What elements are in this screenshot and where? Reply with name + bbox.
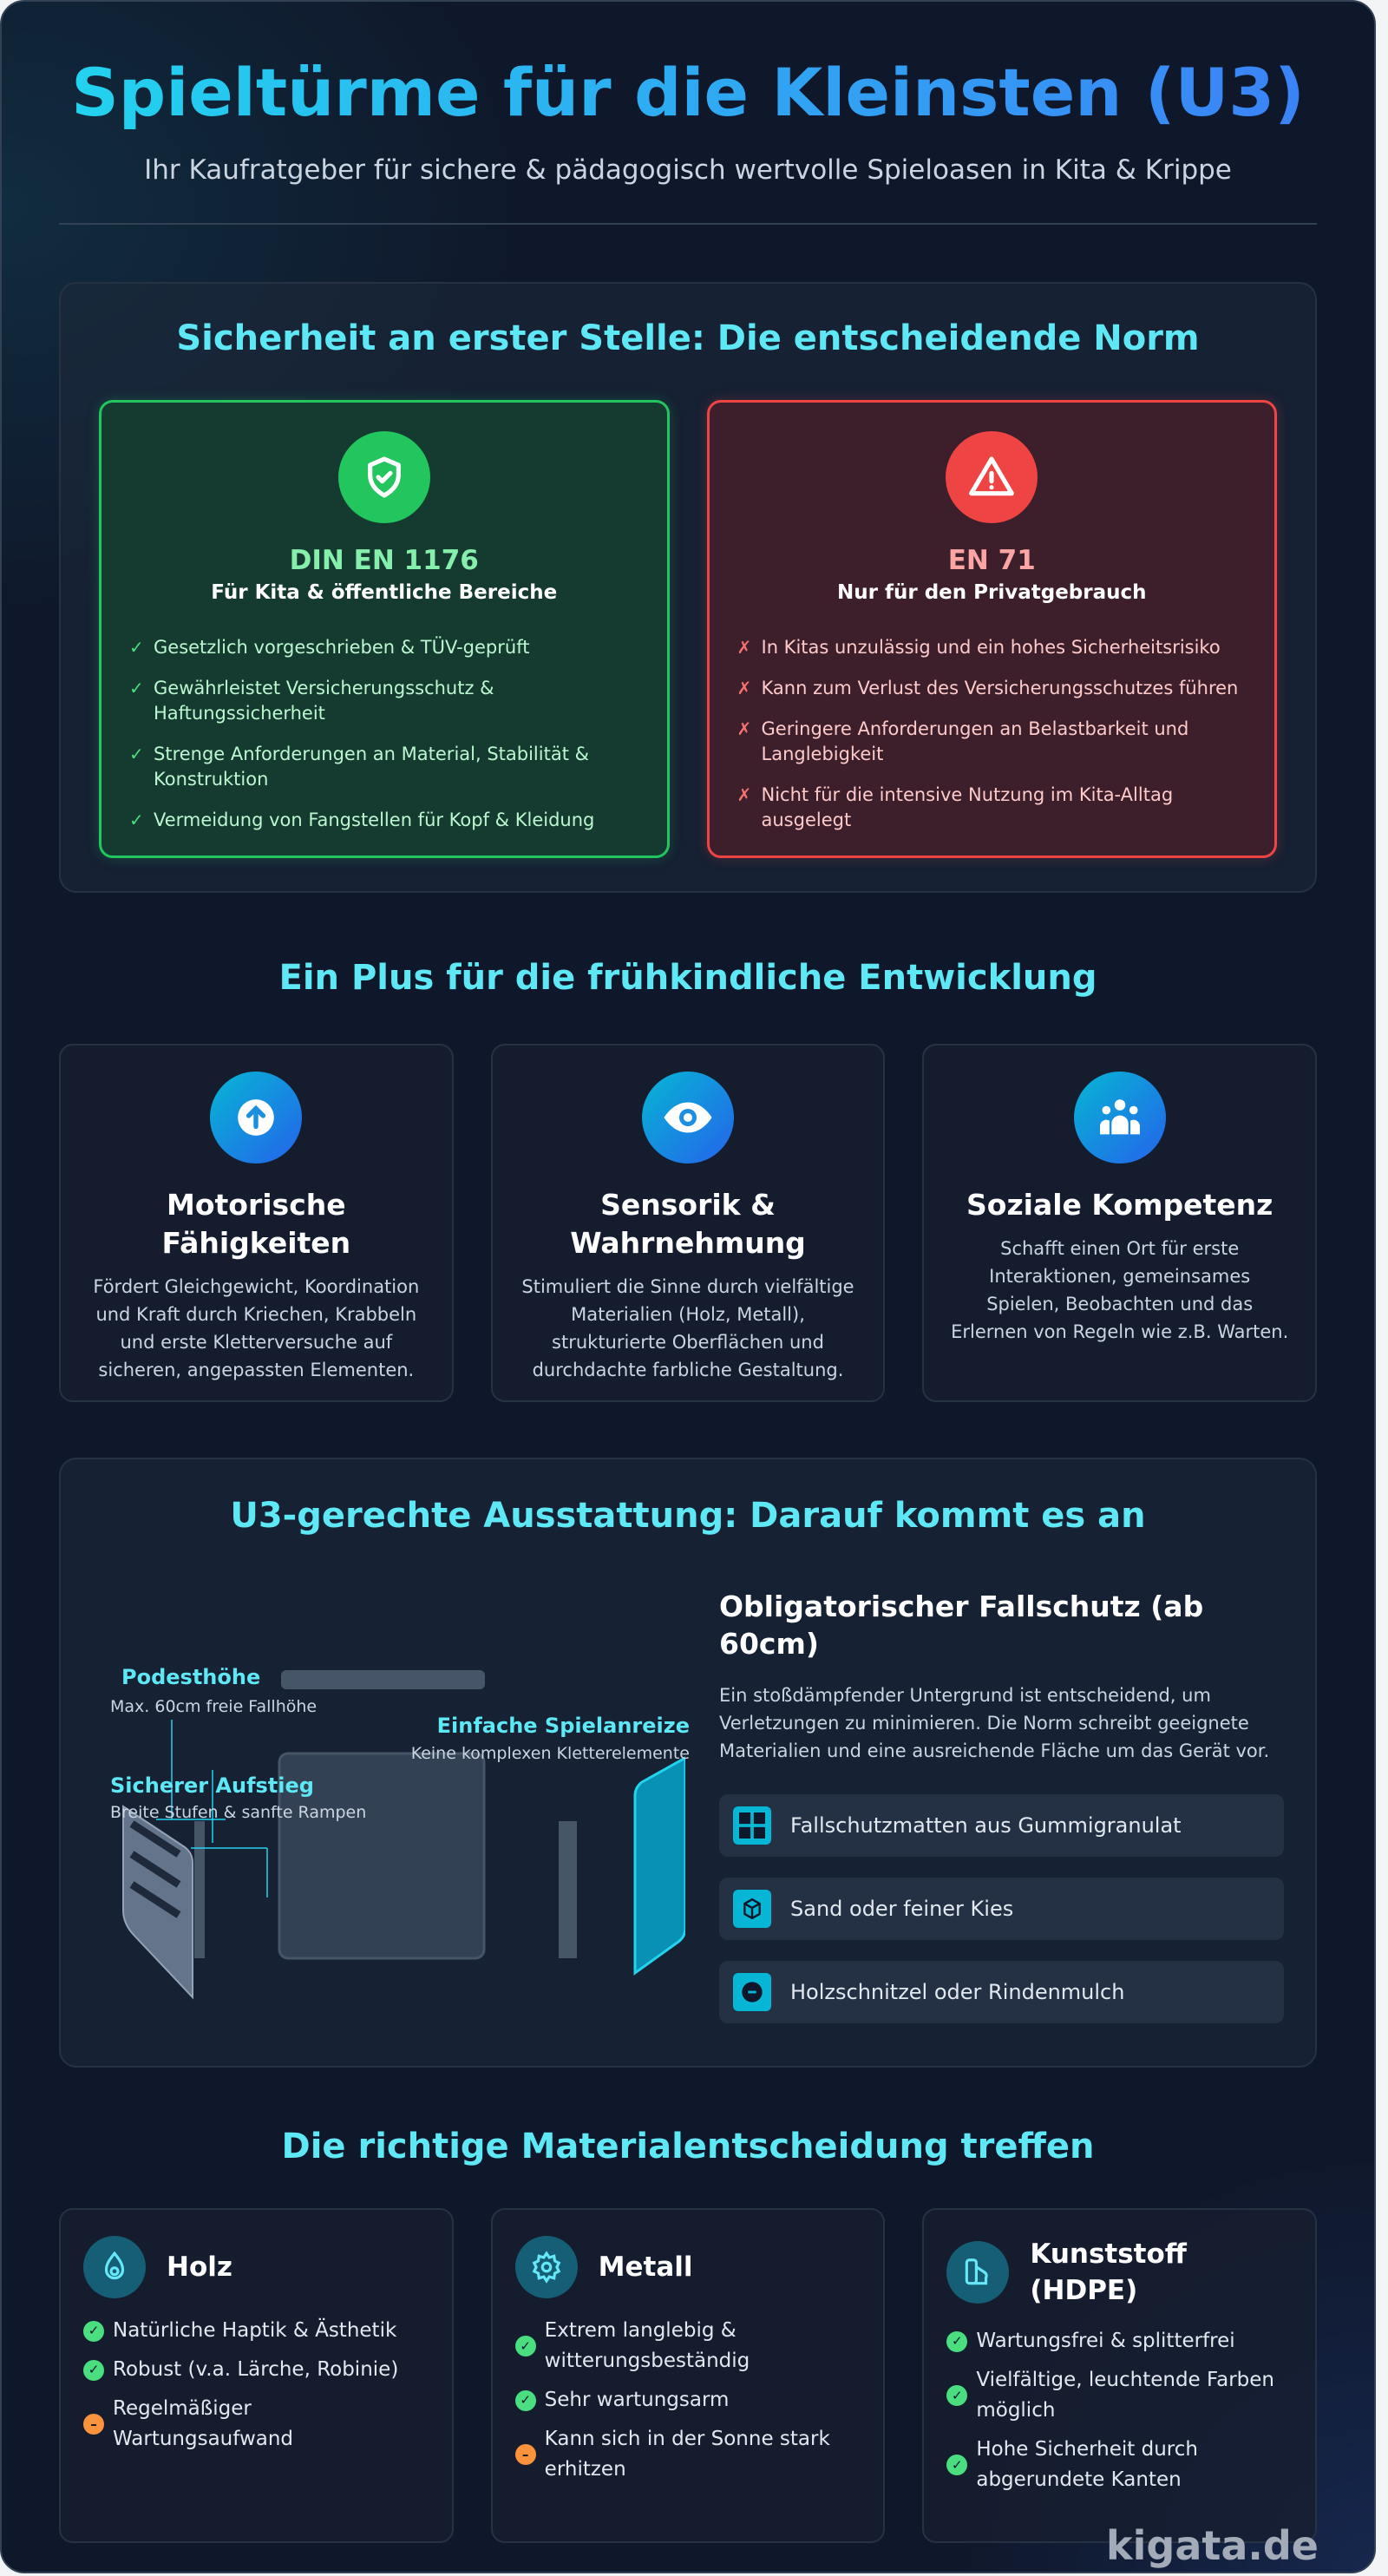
- card-title: Soziale Kompetenz: [966, 1188, 1273, 1222]
- con-item: – Regelmäßiger Wartungsaufwand: [83, 2394, 429, 2455]
- norm-subtitle: Für Kita & öffentliche Bereiche: [211, 581, 558, 604]
- norm-card-din-en-1176: DIN EN 1176 Für Kita & öffentliche Berei…: [99, 400, 670, 858]
- card-title: Metall: [598, 2252, 693, 2283]
- pro-item: ✓ Sehr wartungsarm: [514, 2385, 861, 2415]
- material-cards: Holz ✓ Natürliche Haptik & Ästhetik ✓ Robu…: [59, 2208, 1318, 2543]
- arrow-up-circle-icon: [210, 1072, 303, 1163]
- watermark-logo: kigata.de: [1106, 2522, 1319, 2569]
- cross-icon: ✗: [737, 718, 752, 739]
- check-circle-icon: ✓: [946, 2455, 968, 2475]
- check-circle-icon: ✓: [83, 2320, 104, 2342]
- card-title: Sensorik & Wahrnehmung: [570, 1188, 806, 1260]
- eye-icon: [642, 1072, 734, 1163]
- check-circle-icon: ✓: [514, 2336, 536, 2356]
- main-panel: [278, 1752, 486, 1960]
- platform-height-label: Podesthöhe: [121, 1665, 261, 1689]
- list-item: ✓ Gesetzlich vorgeschrieben & TÜV-geprüft: [129, 635, 639, 660]
- minus-circle-icon: [733, 1973, 771, 2011]
- page-title: Spieltürme für die Kleinsten (U3): [59, 2, 1317, 134]
- platform-height-sub: Max. 60cm freie Fallhöhe: [110, 1697, 318, 1716]
- pro-item: ✓ Robust (v.a. Lärche, Robinie): [83, 2355, 429, 2385]
- card-text: Stimuliert die Sinne durch vielfältige M…: [521, 1276, 854, 1380]
- fall-protection-text: Ein stoßdämpfender Untergrund ist entsch…: [719, 1685, 1270, 1761]
- card-text: Schafft einen Ort für erste Interaktione…: [951, 1238, 1289, 1342]
- platform-bar: [281, 1670, 485, 1689]
- drop-icon: [83, 2236, 146, 2298]
- grid-mat-icon: [733, 1806, 771, 1845]
- minus-circle-icon: –: [514, 2444, 536, 2465]
- check-circle-icon: ✓: [83, 2359, 104, 2381]
- fall-protection-panel: Obligatorischer Fallschutz (ab 60cm) Ein…: [719, 1588, 1284, 2044]
- warning-triangle-icon: [946, 431, 1038, 523]
- gear-icon: [514, 2236, 578, 2298]
- fall-protection-title: Obligatorischer Fallschutz (ab 60cm): [719, 1590, 1204, 1661]
- development-card: Soziale Kompetenz Schafft einen Ort für …: [922, 1044, 1318, 1402]
- material-card-plastic: Kunststoff (HDPE) ✓ Wartungsfrei & splitt…: [922, 2208, 1318, 2543]
- card-title: Motorische Fähigkeiten: [161, 1188, 351, 1260]
- card-title: Kunststoff (HDPE): [1030, 2238, 1187, 2306]
- users-icon: [1073, 1072, 1166, 1163]
- check-icon: ✓: [129, 637, 144, 658]
- check-icon: ✓: [129, 744, 144, 764]
- shapes-icon: [946, 2241, 1010, 2304]
- equipment-heading: U3-gerechte Ausstattung: Darauf kommt es…: [230, 1496, 1146, 1536]
- play-tower-illustration: Podesthöhe Max. 60cm freie Fallhöhe Einf…: [61, 1459, 690, 2067]
- list-item: ✓ Gewährleistet Versicherungsschutz & Haf…: [129, 676, 639, 726]
- material-card-metal: Metall ✓ Extrem langlebig & witterungsbes…: [490, 2208, 886, 2543]
- norm-subtitle: Nur für den Privatgebrauch: [836, 581, 1147, 604]
- check-circle-icon: ✓: [946, 2385, 968, 2406]
- materials-heading: Die richtige Materialentscheidung treffe…: [281, 2127, 1095, 2166]
- pro-item: ✓ Wartungsfrei & splitterfrei: [946, 2326, 1293, 2356]
- minus-circle-icon: –: [83, 2414, 104, 2435]
- list-item: ✗ Kann zum Verlust des Versicherungsschut…: [737, 676, 1247, 701]
- check-circle-icon: ✓: [514, 2389, 536, 2411]
- material-card-wood: Holz ✓ Natürliche Haptik & Ästhetik ✓ Robu…: [59, 2208, 454, 2543]
- cube-icon: [733, 1890, 771, 1928]
- play-stimuli-label: Einfache Spielanreize: [436, 1714, 690, 1738]
- list-item: ✗ Geringere Anforderungen an Belastbarkei…: [737, 717, 1247, 767]
- con-item: – Kann sich in der Sonne stark erhitzen: [514, 2424, 861, 2485]
- surface-option: Holzschnitzel oder Rindenmulch: [719, 1961, 1284, 2023]
- surface-option: Sand oder feiner Kies: [719, 1878, 1284, 1940]
- pro-item: ✓ Natürliche Haptik & Ästhetik: [83, 2316, 429, 2346]
- list-item: ✓ Vermeidung von Fangstellen für Kopf & K…: [129, 808, 639, 833]
- card-title: Holz: [167, 2252, 232, 2283]
- check-icon: ✓: [129, 810, 144, 830]
- cross-icon: ✗: [737, 784, 752, 805]
- safety-section: Sicherheit an erster Stelle: Die entsche…: [59, 282, 1317, 893]
- post: [194, 1821, 205, 1958]
- play-stimuli-sub: Keine komplexen Kletterelemente: [410, 1744, 690, 1763]
- cross-icon: ✗: [737, 637, 752, 658]
- development-card: Sensorik & Wahrnehmung Stimuliert die Si…: [490, 1044, 886, 1402]
- post: [559, 1821, 577, 1958]
- norm-title: DIN EN 1176: [289, 545, 479, 576]
- list-item: ✗ Nicht für die intensive Nutzung im Kita…: [737, 783, 1247, 833]
- safe-ascent-sub: Breite Stufen & sanfte Rampen: [110, 1803, 367, 1822]
- card-text: Fördert Gleichgewicht, Koordination und …: [93, 1276, 420, 1380]
- pro-item: ✓ Vielfältige, leuchtende Farben möglich: [946, 2365, 1293, 2426]
- shield-check-icon: [337, 431, 430, 523]
- safety-heading: Sicherheit an erster Stelle: Die entsche…: [176, 318, 1200, 358]
- pro-item: ✓ Extrem langlebig & witterungsbeständig: [514, 2316, 861, 2376]
- list-item: ✗ In Kitas unzulässig und ein hohes Siche…: [737, 635, 1247, 660]
- page-subtitle: Ihr Kaufratgeber für sichere & pädagogis…: [144, 154, 1232, 186]
- slide-panel: [633, 1756, 685, 1976]
- development-card: Motorische Fähigkeiten Fördert Gleichgew…: [59, 1044, 454, 1402]
- development-cards: Motorische Fähigkeiten Fördert Gleichgew…: [59, 1044, 1318, 1402]
- norm-card-en-71: EN 71 Nur für den Privatgebrauch ✗ In Kit…: [706, 400, 1277, 858]
- cross-icon: ✗: [737, 678, 752, 698]
- divider: [59, 223, 1317, 225]
- surface-option: Fallschutzmatten aus Gummigranulat: [719, 1794, 1284, 1857]
- check-icon: ✓: [129, 678, 144, 698]
- pro-item: ✓ Hohe Sicherheit durch abgerundete Kante…: [946, 2435, 1293, 2495]
- development-heading: Ein Plus für die frühkindliche Entwicklu…: [278, 958, 1097, 998]
- list-item: ✓ Strenge Anforderungen an Material, Stab…: [129, 742, 639, 792]
- safe-ascent-label: Sicherer Aufstieg: [110, 1773, 314, 1798]
- equipment-section: U3-gerechte Ausstattung: Darauf kommt es…: [59, 1458, 1317, 2068]
- norm-title: EN 71: [947, 545, 1036, 576]
- check-circle-icon: ✓: [946, 2330, 968, 2352]
